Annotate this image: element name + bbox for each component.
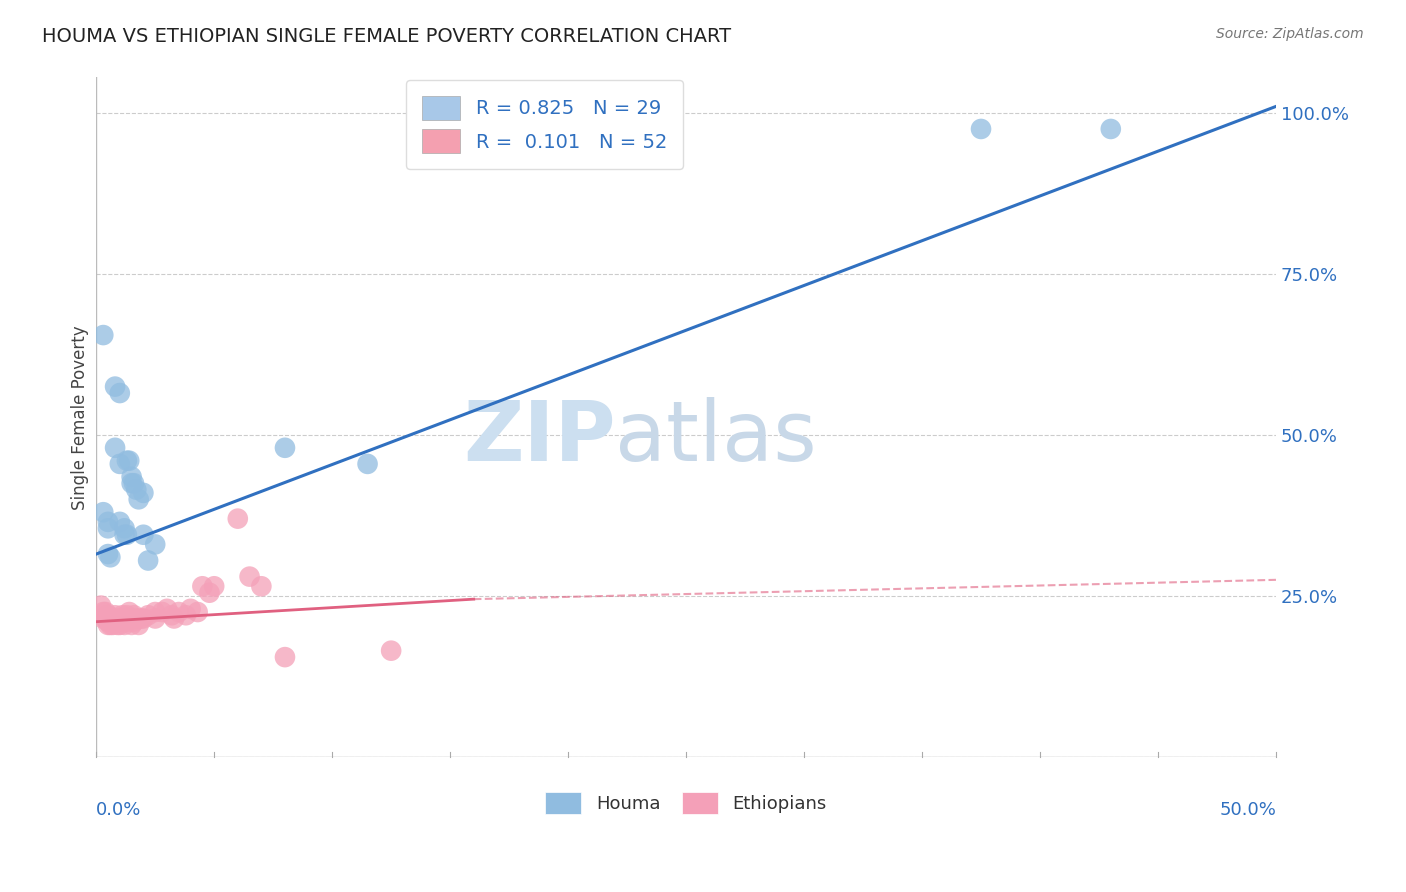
Point <box>136 608 159 623</box>
Point <box>115 615 138 629</box>
Point <box>111 608 134 623</box>
Point <box>125 611 148 625</box>
Point <box>380 643 402 657</box>
Point <box>98 618 121 632</box>
Point <box>114 611 136 625</box>
Point <box>132 611 155 625</box>
Point <box>121 611 143 625</box>
Point <box>121 476 143 491</box>
Point <box>226 511 249 525</box>
Point <box>118 453 141 467</box>
Point <box>104 379 127 393</box>
Point <box>97 618 120 632</box>
Point <box>274 650 297 665</box>
Point <box>108 386 131 401</box>
Point <box>202 579 225 593</box>
Point <box>107 618 129 632</box>
Point <box>108 618 131 632</box>
Point <box>970 122 993 136</box>
Point <box>143 605 166 619</box>
Point <box>356 457 378 471</box>
Legend: Houma, Ethiopians: Houma, Ethiopians <box>536 782 837 822</box>
Point <box>97 521 120 535</box>
Point <box>274 441 297 455</box>
Point <box>101 615 124 629</box>
Point <box>91 328 114 343</box>
Point <box>156 602 179 616</box>
Point <box>163 611 186 625</box>
Point <box>121 470 143 484</box>
Point <box>136 553 159 567</box>
Text: HOUMA VS ETHIOPIAN SINGLE FEMALE POVERTY CORRELATION CHART: HOUMA VS ETHIOPIAN SINGLE FEMALE POVERTY… <box>42 27 731 45</box>
Point <box>250 579 273 593</box>
Point <box>97 608 120 623</box>
Point <box>114 618 136 632</box>
Point <box>128 492 150 507</box>
Point <box>91 605 114 619</box>
Point <box>125 483 148 497</box>
Point <box>101 618 124 632</box>
Point <box>128 618 150 632</box>
Point <box>129 611 152 625</box>
Point <box>98 550 121 565</box>
Text: ZIP: ZIP <box>463 397 616 478</box>
Point <box>121 618 143 632</box>
Point <box>104 441 127 455</box>
Point <box>191 579 214 593</box>
Point <box>122 476 145 491</box>
Point <box>143 611 166 625</box>
Point <box>104 615 127 629</box>
Point <box>108 457 131 471</box>
Point <box>122 615 145 629</box>
Point <box>132 486 155 500</box>
Point <box>90 599 112 613</box>
Text: atlas: atlas <box>616 397 817 478</box>
Y-axis label: Single Female Poverty: Single Female Poverty <box>72 325 89 509</box>
Point <box>160 608 183 623</box>
Point <box>104 608 127 623</box>
Point <box>98 611 121 625</box>
Point <box>143 537 166 551</box>
Point <box>107 611 129 625</box>
Point <box>115 608 138 623</box>
Point <box>114 527 136 541</box>
Point <box>94 611 117 625</box>
Point <box>167 605 190 619</box>
Text: 0.0%: 0.0% <box>96 801 142 819</box>
Point <box>94 605 117 619</box>
Point <box>122 608 145 623</box>
Point <box>187 605 209 619</box>
Point <box>114 521 136 535</box>
Point <box>180 602 202 616</box>
Point <box>115 527 138 541</box>
Point <box>1099 122 1122 136</box>
Point <box>115 453 138 467</box>
Point <box>198 585 221 599</box>
Point <box>97 547 120 561</box>
Point <box>118 605 141 619</box>
Point <box>97 515 120 529</box>
Point <box>91 611 114 625</box>
Point <box>174 608 197 623</box>
Point <box>91 505 114 519</box>
Point <box>239 569 262 583</box>
Point <box>132 527 155 541</box>
Point <box>150 605 173 619</box>
Point <box>97 615 120 629</box>
Point <box>108 615 131 629</box>
Point <box>108 515 131 529</box>
Point <box>101 611 124 625</box>
Text: 50.0%: 50.0% <box>1219 801 1277 819</box>
Text: Source: ZipAtlas.com: Source: ZipAtlas.com <box>1216 27 1364 41</box>
